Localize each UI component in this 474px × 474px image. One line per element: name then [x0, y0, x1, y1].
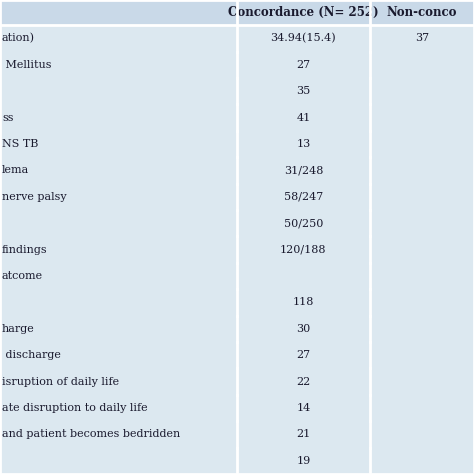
- Text: 21: 21: [296, 429, 310, 439]
- Bar: [0, 52, 237, 78]
- Bar: [237, 210, 370, 237]
- Bar: [0, 263, 237, 289]
- Bar: [0, 237, 237, 263]
- Text: 37: 37: [415, 33, 429, 43]
- Bar: [237, 78, 370, 104]
- Text: lema: lema: [2, 165, 29, 175]
- Bar: [370, 52, 474, 78]
- Bar: [0, 421, 237, 447]
- Bar: [0, 342, 237, 368]
- Bar: [0, 104, 237, 131]
- Bar: [370, 289, 474, 316]
- Bar: [237, 52, 370, 78]
- Text: 13: 13: [296, 139, 310, 149]
- Text: Concordance (N= 252): Concordance (N= 252): [228, 6, 379, 19]
- Bar: [237, 447, 370, 474]
- Bar: [370, 78, 474, 104]
- Text: 34.94(15.4): 34.94(15.4): [271, 33, 336, 44]
- Text: 35: 35: [296, 86, 310, 96]
- Text: findings: findings: [2, 245, 47, 255]
- Bar: [370, 316, 474, 342]
- Bar: [237, 183, 370, 210]
- Text: nerve palsy: nerve palsy: [2, 192, 66, 202]
- Text: NS TB: NS TB: [2, 139, 38, 149]
- Text: 50/250: 50/250: [283, 218, 323, 228]
- Bar: [237, 316, 370, 342]
- Bar: [370, 131, 474, 157]
- Bar: [0, 25, 237, 52]
- Text: ate disruption to daily life: ate disruption to daily life: [2, 403, 147, 413]
- Text: 120/188: 120/188: [280, 245, 327, 255]
- Text: 27: 27: [296, 350, 310, 360]
- Bar: [0, 368, 237, 395]
- Text: atcome: atcome: [2, 271, 43, 281]
- Bar: [370, 25, 474, 52]
- Bar: [0, 157, 237, 183]
- Text: 58/247: 58/247: [284, 192, 323, 202]
- Bar: [237, 0, 370, 25]
- Bar: [0, 316, 237, 342]
- Bar: [237, 289, 370, 316]
- Text: discharge: discharge: [2, 350, 61, 360]
- Bar: [237, 237, 370, 263]
- Bar: [237, 342, 370, 368]
- Bar: [370, 237, 474, 263]
- Bar: [0, 78, 237, 104]
- Bar: [237, 368, 370, 395]
- Text: 14: 14: [296, 403, 310, 413]
- Bar: [370, 447, 474, 474]
- Bar: [0, 210, 237, 237]
- Bar: [0, 447, 237, 474]
- Bar: [370, 183, 474, 210]
- Text: isruption of daily life: isruption of daily life: [2, 376, 119, 387]
- Bar: [370, 342, 474, 368]
- Bar: [237, 25, 370, 52]
- Text: ation): ation): [2, 33, 35, 44]
- Bar: [237, 263, 370, 289]
- Text: 19: 19: [296, 456, 310, 466]
- Bar: [370, 157, 474, 183]
- Text: 118: 118: [292, 297, 314, 307]
- Bar: [0, 183, 237, 210]
- Bar: [370, 263, 474, 289]
- Bar: [0, 395, 237, 421]
- Bar: [237, 421, 370, 447]
- Text: 27: 27: [296, 60, 310, 70]
- Text: 22: 22: [296, 376, 310, 387]
- Text: Mellitus: Mellitus: [2, 60, 51, 70]
- Text: Non-conco: Non-conco: [387, 6, 457, 19]
- Text: 41: 41: [296, 112, 310, 123]
- Bar: [0, 289, 237, 316]
- Text: and patient becomes bedridden: and patient becomes bedridden: [2, 429, 180, 439]
- Text: ss: ss: [2, 112, 13, 123]
- Bar: [237, 131, 370, 157]
- Bar: [370, 0, 474, 25]
- Bar: [237, 157, 370, 183]
- Bar: [370, 395, 474, 421]
- Bar: [370, 104, 474, 131]
- Bar: [370, 421, 474, 447]
- Bar: [237, 104, 370, 131]
- Bar: [370, 368, 474, 395]
- Text: 30: 30: [296, 324, 310, 334]
- Bar: [370, 210, 474, 237]
- Bar: [0, 0, 237, 25]
- Bar: [0, 131, 237, 157]
- Text: harge: harge: [2, 324, 35, 334]
- Bar: [237, 395, 370, 421]
- Text: 31/248: 31/248: [283, 165, 323, 175]
